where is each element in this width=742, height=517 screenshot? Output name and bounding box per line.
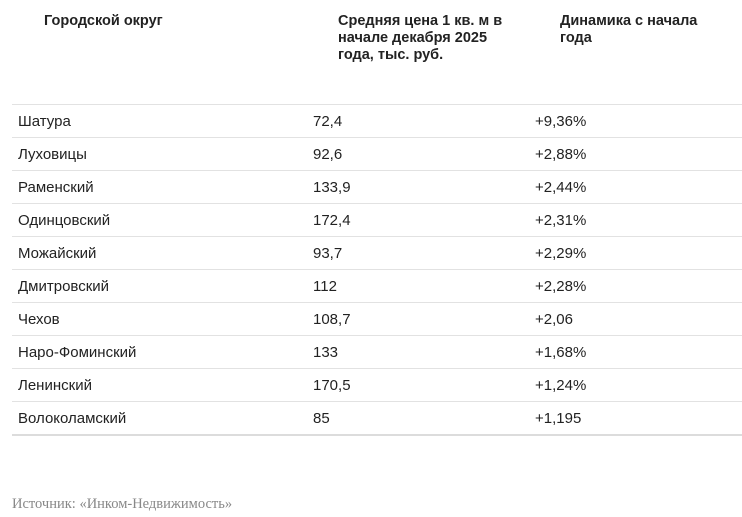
district-cell: Шатура bbox=[18, 113, 71, 130]
price-cell: 72,4 bbox=[313, 113, 343, 130]
dynamics-cell: +9,36% bbox=[535, 113, 587, 130]
table-row: Одинцовский 172,4 +2,31% bbox=[12, 204, 742, 237]
district-cell: Чехов bbox=[18, 311, 60, 328]
table-row: Ленинский 170,5 +1,24% bbox=[12, 369, 742, 402]
price-cell: 133 bbox=[313, 344, 339, 361]
table-row: Дмитровский 112 +2,28% bbox=[12, 270, 742, 303]
dynamics-cell: +2,44% bbox=[535, 179, 587, 196]
dynamics-cell: +2,88% bbox=[535, 146, 587, 163]
dynamics-cell: +2,31% bbox=[535, 212, 587, 229]
dynamics-cell: +2,29% bbox=[535, 245, 587, 262]
dynamics-cell: +2,28% bbox=[535, 278, 587, 295]
table-row: Луховицы 92,6 +2,88% bbox=[12, 138, 742, 171]
district-cell: Можайский bbox=[18, 245, 97, 262]
price-cell: 108,7 bbox=[313, 311, 351, 328]
header-dynamics: Динамика с начала года bbox=[560, 13, 698, 46]
district-cell: Волоколамский bbox=[18, 410, 127, 427]
table-row: Наро-Фоминский 133 +1,68% bbox=[12, 336, 742, 369]
price-cell: 85 bbox=[313, 410, 330, 427]
dynamics-cell: +2,06 bbox=[535, 311, 573, 328]
district-cell: Дмитровский bbox=[18, 278, 110, 295]
table-row: Раменский 133,9 +2,44% bbox=[12, 171, 742, 204]
price-cell: 172,4 bbox=[313, 212, 351, 229]
district-cell: Наро-Фоминский bbox=[18, 344, 137, 361]
dynamics-cell: +1,24% bbox=[535, 377, 587, 394]
price-cell: 133,9 bbox=[313, 179, 351, 196]
dynamics-cell: +1,68% bbox=[535, 344, 587, 361]
table-row: Волоколамский 85 +1,195 bbox=[12, 402, 742, 436]
table-row: Можайский 93,7 +2,29% bbox=[12, 237, 742, 270]
price-cell: 92,6 bbox=[313, 146, 343, 163]
district-cell: Раменский bbox=[18, 179, 94, 196]
price-cell: 112 bbox=[313, 278, 337, 295]
table-row: Чехов 108,7 +2,06 bbox=[12, 303, 742, 336]
header-district: Городской округ bbox=[44, 13, 163, 29]
price-table: Шатура 72,4 +9,36% Луховицы 92,6 +2,88% Раменс… bbox=[12, 104, 742, 436]
source-note: Источник: «Инком-Недвижимость» bbox=[12, 496, 233, 512]
district-cell: Ленинский bbox=[18, 377, 92, 394]
district-cell: Луховицы bbox=[18, 146, 87, 163]
header-avg-price: Средняя цена 1 кв. м в начале декабря 20… bbox=[338, 13, 503, 63]
district-cell: Одинцовский bbox=[18, 212, 111, 229]
table-row: Шатура 72,4 +9,36% bbox=[12, 105, 742, 138]
price-cell: 170,5 bbox=[313, 377, 351, 394]
dynamics-cell: +1,195 bbox=[535, 410, 582, 427]
price-cell: 93,7 bbox=[313, 245, 343, 262]
